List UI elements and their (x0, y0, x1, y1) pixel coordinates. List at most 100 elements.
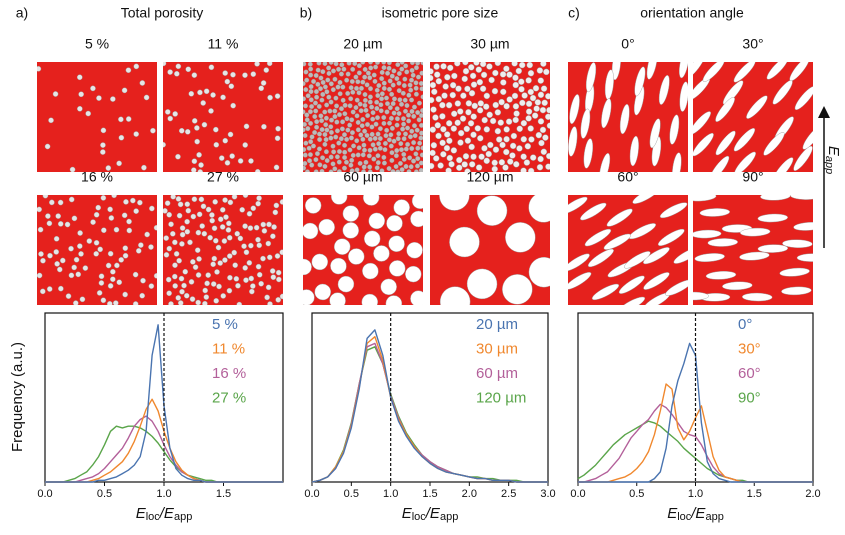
pore (243, 277, 249, 283)
pore (213, 126, 219, 133)
pore (413, 169, 419, 172)
pore (307, 109, 313, 115)
pore (378, 102, 384, 108)
pore (150, 127, 156, 134)
pore (141, 164, 147, 171)
pore (266, 254, 273, 261)
pore (468, 64, 475, 71)
pore (537, 77, 544, 84)
y-axis-label: Frequency (a.u.) (9, 342, 26, 452)
pore (148, 283, 155, 289)
pore (387, 120, 392, 126)
microstructure (693, 195, 813, 305)
pore (722, 281, 753, 291)
pore (515, 67, 522, 75)
pore (196, 256, 202, 262)
pore (40, 257, 46, 264)
pore (121, 212, 128, 219)
pore (153, 273, 157, 279)
pore (529, 94, 537, 102)
pore (360, 117, 366, 122)
pore (95, 204, 102, 211)
pore (470, 113, 477, 120)
pore (250, 205, 257, 212)
x-label-part: /E (159, 505, 175, 522)
pore (411, 195, 423, 209)
pore (303, 81, 306, 87)
pore (693, 195, 717, 202)
pore (406, 169, 412, 172)
pore (242, 265, 248, 271)
pore (394, 116, 400, 122)
pore (205, 206, 212, 213)
pore (330, 87, 336, 93)
pore (313, 89, 319, 95)
pore (210, 261, 216, 268)
pore (323, 115, 329, 121)
pore (415, 156, 421, 162)
pore (255, 263, 262, 270)
pore (217, 216, 224, 223)
pore (253, 224, 260, 231)
pore (672, 152, 682, 172)
pore (248, 242, 254, 249)
pore (377, 126, 383, 132)
pore (416, 74, 421, 80)
pore (389, 73, 395, 79)
pore (494, 109, 502, 116)
pore (540, 62, 547, 67)
pore (243, 249, 250, 256)
pore (387, 105, 393, 111)
pore (415, 110, 421, 115)
pore (430, 126, 436, 133)
pore (307, 158, 313, 164)
pore (389, 125, 395, 131)
pore (308, 84, 314, 90)
pore (474, 125, 481, 132)
pore (393, 199, 410, 216)
pore (356, 90, 362, 96)
pore (385, 295, 403, 305)
pore (347, 147, 353, 153)
pore (478, 153, 485, 160)
x-label-part: app (174, 511, 192, 523)
pore (261, 228, 268, 234)
pore (266, 221, 272, 228)
pore (527, 69, 535, 77)
pore (328, 154, 334, 160)
pore (342, 111, 348, 117)
pore (203, 294, 210, 300)
pore (362, 195, 380, 206)
legend-entry: 60° (738, 365, 761, 382)
pore (512, 103, 520, 110)
pore (260, 221, 267, 228)
pore (44, 143, 51, 150)
pore (541, 99, 548, 106)
pore (599, 153, 611, 172)
pore (303, 62, 307, 67)
pore (475, 164, 483, 171)
pore (73, 256, 80, 263)
pore (503, 126, 510, 133)
pore (327, 108, 333, 114)
pore (107, 283, 114, 289)
pore (397, 160, 403, 166)
microstructure (303, 62, 423, 172)
pore (121, 87, 128, 94)
pore (184, 201, 191, 207)
pore (523, 159, 531, 166)
pore (139, 292, 145, 299)
pore (802, 125, 813, 150)
pore (101, 227, 107, 234)
pore (326, 65, 332, 71)
pore (457, 129, 465, 137)
pore (65, 293, 72, 299)
pore (173, 251, 180, 257)
pore (406, 242, 423, 259)
pore (313, 157, 319, 163)
pore (308, 66, 314, 72)
pore (356, 63, 362, 69)
pore (440, 126, 447, 133)
pore (406, 118, 412, 124)
pore (78, 251, 84, 257)
